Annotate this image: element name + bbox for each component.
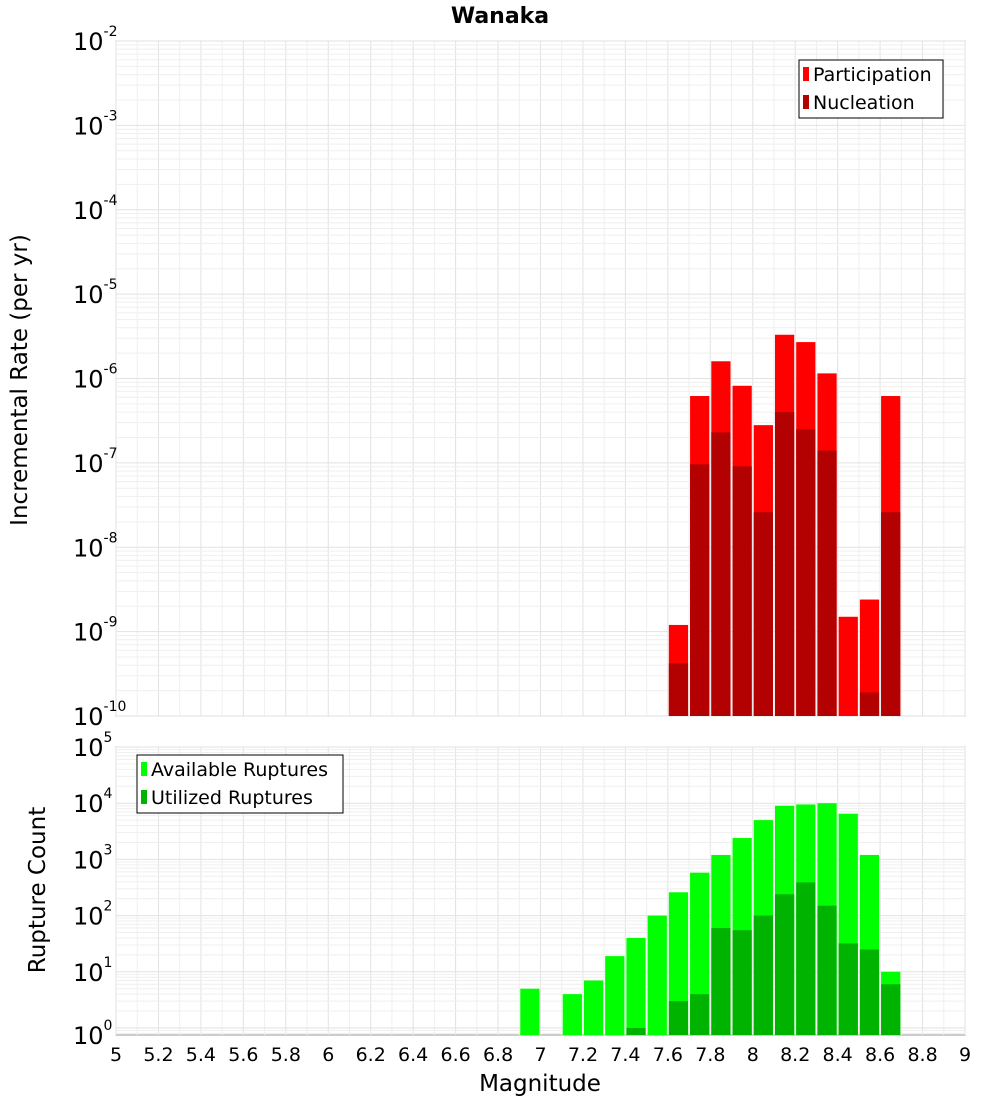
bottom-bars xyxy=(520,803,901,1035)
bar-utilized-ruptures xyxy=(817,905,837,1035)
bar-available-ruptures xyxy=(583,980,604,1035)
bottom-y-axis-label: Rupture Count xyxy=(25,807,51,973)
y-tick-label: 103 xyxy=(73,842,112,874)
top-bars xyxy=(668,334,901,716)
bar-nucleation xyxy=(732,466,752,716)
bar-utilized-ruptures xyxy=(711,928,731,1035)
bar-utilized-ruptures xyxy=(626,1027,646,1035)
x-tick-label: 6.8 xyxy=(483,1044,513,1066)
x-tick-label: 6.6 xyxy=(440,1044,470,1066)
bar-utilized-ruptures xyxy=(859,949,880,1035)
bar-available-ruptures xyxy=(520,988,540,1035)
legend-label: Participation xyxy=(813,64,932,86)
y-tick-label: 100 xyxy=(73,1018,112,1050)
bar-available-ruptures xyxy=(562,994,582,1035)
x-tick-label: 5.4 xyxy=(186,1044,216,1066)
x-tick-label: 8.6 xyxy=(865,1044,895,1066)
x-tick-labels: 5 5.2 5.4 5.6 5.8 6 6.2 6.4 6.6 6.8 7 7.2 7.4 7.6 7.8 8… xyxy=(110,1044,971,1066)
bar-nucleation xyxy=(817,450,837,716)
top-grid xyxy=(115,40,966,717)
legend-swatch xyxy=(803,95,809,109)
top-y-tick-labels: 10-2 10-3 10-4 10-5 10-6 10-7 10-8 10-9 10-10 xyxy=(73,24,126,731)
x-tick-label: 7.4 xyxy=(610,1044,640,1066)
y-tick-label: 10-4 xyxy=(73,193,118,225)
legend-box xyxy=(798,59,944,119)
bar-nucleation xyxy=(711,432,731,716)
y-tick-label: 101 xyxy=(73,955,112,987)
top-y-axis-label: Incremental Rate (per yr) xyxy=(7,234,33,526)
x-tick-label: 6.2 xyxy=(356,1044,386,1066)
bar-utilized-ruptures xyxy=(774,894,795,1035)
bar-nucleation xyxy=(796,429,816,716)
legend-label: Nucleation xyxy=(813,92,915,114)
bar-utilized-ruptures xyxy=(796,882,816,1035)
legend-swatch xyxy=(141,762,147,776)
x-tick-label: 7 xyxy=(534,1044,546,1066)
bar-nucleation xyxy=(859,692,880,716)
legend-box xyxy=(136,754,344,814)
bottom-legend: Available Ruptures Utilized Ruptures xyxy=(136,754,344,814)
top-panel: 10-2 10-3 10-4 10-5 10-6 10-7 10-8 10-9 10-10 Par… xyxy=(73,24,966,731)
y-tick-label: 10-2 xyxy=(73,24,118,56)
bar-nucleation xyxy=(690,464,710,716)
y-tick-label: 10-10 xyxy=(73,699,126,731)
y-tick-label: 10-8 xyxy=(73,530,118,562)
y-tick-label: 10-5 xyxy=(73,277,118,309)
x-tick-label: 6.4 xyxy=(398,1044,428,1066)
x-tick-label: 8 xyxy=(747,1044,759,1066)
y-tick-label: 10-9 xyxy=(73,615,118,647)
bar-available-ruptures xyxy=(647,915,667,1035)
chart-title: Wanaka xyxy=(451,4,549,29)
bar-nucleation xyxy=(774,412,795,716)
y-tick-label: 102 xyxy=(73,899,112,931)
x-tick-label: 7.6 xyxy=(653,1044,683,1066)
top-legend: Participation Nucleation xyxy=(798,59,944,119)
bar-nucleation xyxy=(881,512,901,716)
legend-label: Utilized Ruptures xyxy=(151,787,313,809)
bar-available-ruptures xyxy=(626,937,646,1035)
y-tick-label: 10-6 xyxy=(73,362,118,394)
bar-utilized-ruptures xyxy=(753,915,773,1035)
legend-swatch xyxy=(141,790,147,804)
legend-label: Available Ruptures xyxy=(151,759,328,781)
bar-utilized-ruptures xyxy=(690,994,710,1035)
legend-swatch xyxy=(803,67,809,81)
bar-utilized-ruptures xyxy=(668,1001,689,1035)
x-tick-label: 5 xyxy=(110,1044,122,1066)
x-axis-label: Magnitude xyxy=(479,1071,601,1097)
bar-utilized-ruptures xyxy=(838,943,858,1035)
x-tick-label: 9 xyxy=(959,1044,971,1066)
bar-participation xyxy=(838,616,858,716)
x-tick-label: 5.8 xyxy=(271,1044,301,1066)
bar-available-ruptures xyxy=(668,892,689,1035)
y-tick-label: 10-7 xyxy=(73,446,118,478)
x-tick-label: 5.6 xyxy=(228,1044,258,1066)
x-tick-label: 7.8 xyxy=(695,1044,725,1066)
x-tick-label: 8.2 xyxy=(780,1044,810,1066)
x-tick-label: 8.4 xyxy=(823,1044,853,1066)
x-tick-label: 5.2 xyxy=(143,1044,173,1066)
bottom-y-tick-labels: 105 104 103 102 101 100 xyxy=(73,730,113,1050)
bottom-panel: 105 104 103 102 101 100 Available Ruptures Util… xyxy=(73,730,966,1050)
x-tick-label: 7.2 xyxy=(568,1044,598,1066)
bar-nucleation xyxy=(668,663,689,716)
bar-utilized-ruptures xyxy=(881,984,901,1035)
bar-nucleation xyxy=(753,512,773,716)
bar-available-ruptures xyxy=(605,956,625,1035)
y-tick-label: 105 xyxy=(73,730,112,762)
bar-utilized-ruptures xyxy=(732,930,752,1035)
y-tick-label: 10-3 xyxy=(73,108,118,140)
x-tick-label: 6 xyxy=(322,1044,334,1066)
bar-participation xyxy=(859,599,880,716)
y-tick-label: 104 xyxy=(73,786,113,818)
x-tick-label: 8.8 xyxy=(907,1044,937,1066)
